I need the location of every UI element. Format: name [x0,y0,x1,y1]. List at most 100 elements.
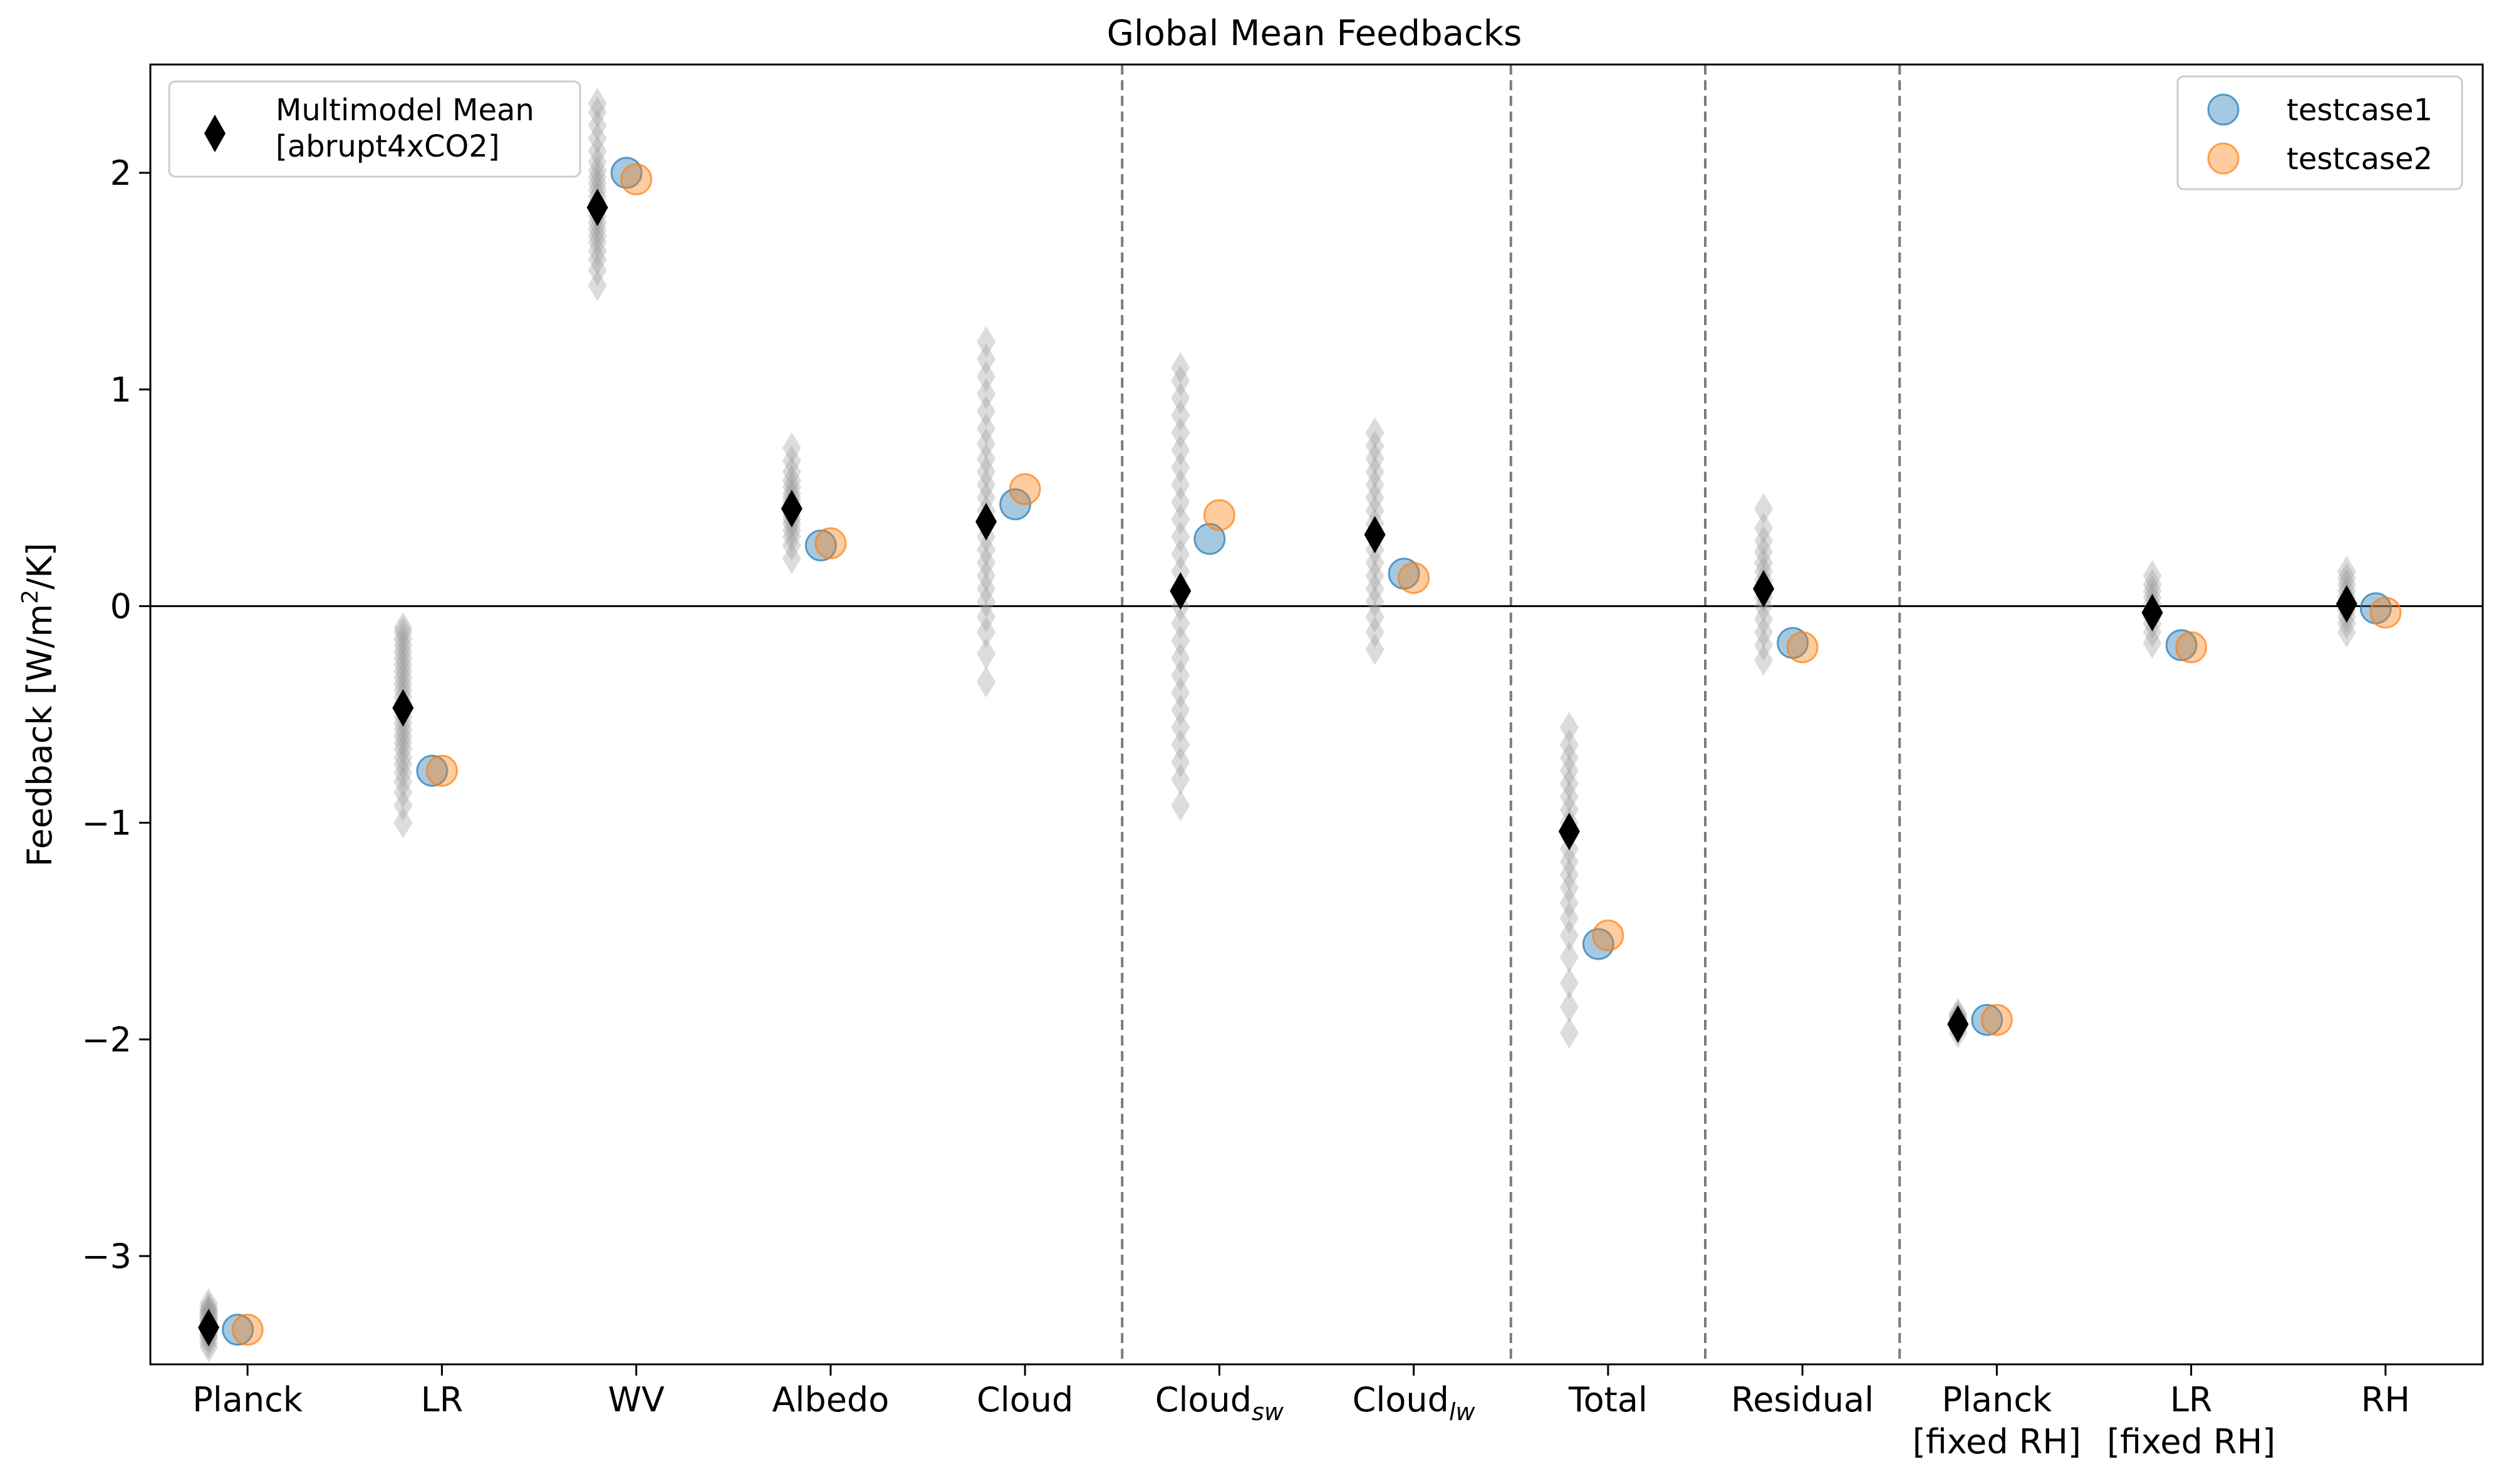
model-spread-point [588,226,607,258]
model-spread-point [977,601,996,633]
model-spread-point [977,560,996,592]
testcase2-point [1592,919,1624,952]
model-spread-point [1754,616,1774,648]
model-spread-point [1365,586,1385,618]
x-tick-label-main: Cloud [1353,1380,1449,1419]
x-tick-label-line2: [fixed RH] [1913,1422,2081,1461]
multimodel-mean-point [1947,1005,1969,1044]
model-spread-point [393,636,413,668]
x-tick-label: Planck [1941,1380,2052,1419]
model-spread-point [1171,556,1190,588]
model-spread-point [393,789,413,821]
model-spread-point [977,638,996,670]
model-spread-point [1365,495,1385,527]
model-spread-point [1754,645,1774,677]
y-tick-label: 2 [110,153,132,193]
model-spread-point [199,1331,219,1363]
model-spread-point [199,1288,219,1320]
model-spread-point [1171,469,1190,501]
x-tick-label-main: Residual [1731,1380,1874,1419]
x-tick-label: RH [2361,1380,2410,1419]
multimodel-mean-point [1170,572,1192,610]
model-spread-point [977,395,996,427]
plot-area [149,63,2484,1366]
model-spread-point [1365,417,1385,449]
model-spread-point [2143,560,2162,592]
model-spread-point [2337,569,2356,600]
x-tick-label: Albedo [772,1380,889,1419]
model-spread-point [1559,859,1579,891]
testcase2-point [2369,596,2402,629]
model-spread-point [1754,512,1774,544]
testcase2-point [425,754,458,787]
model-spread-point [1171,608,1190,640]
model-spread-point [977,547,996,579]
x-tick-label: Cloudlw [1353,1380,1476,1426]
model-spread-point [393,807,413,839]
model-spread-point [393,648,413,680]
model-spread-point [588,213,607,245]
model-spread-point [977,469,996,501]
x-tick-label: WV [608,1380,664,1419]
legend-marker-diamond [204,115,226,152]
model-spread-point [1559,712,1579,744]
model-spread-point [1171,382,1190,414]
model-spread-point [977,573,996,604]
model-spread-point [977,413,996,444]
model-spread-point [1171,538,1190,570]
x-tick-label-main: WV [608,1380,664,1419]
x-tick-label-main: RH [2361,1380,2410,1419]
model-spread-point [1365,601,1385,633]
model-spread-point [1171,504,1190,536]
model-spread-point [1365,469,1385,501]
model-spread-point [977,586,996,618]
x-tick-label-subscript: sw [1252,1398,1284,1426]
y-tick-label: −2 [81,1020,132,1059]
model-spread-point [588,269,607,301]
testcase2-point [1398,562,1430,594]
model-spread-point [977,666,996,698]
model-spread-point [2337,616,2356,648]
model-spread-point [393,765,413,797]
model-spread-point [1559,846,1579,878]
model-spread-point [1559,941,1579,973]
multimodel-mean-point [2335,585,2357,623]
model-spread-point [1171,764,1190,796]
model-spread-point [2143,575,2162,607]
multimodel-mean-point [1558,812,1580,851]
model-spread-point [1365,430,1385,462]
testcase2-point [1980,1004,2013,1036]
model-spread-point [782,465,801,496]
x-tick-label: Cloud [977,1380,1073,1419]
model-spread-point [393,629,413,661]
testcase1-point [2165,629,2198,662]
testcase1-point [222,1314,254,1346]
model-spread-point [1754,536,1774,568]
multimodel-mean-point [392,689,414,727]
model-spread-point [393,727,413,759]
y-tick-label: −3 [81,1237,132,1276]
model-spread-point [588,220,607,252]
y-tick-label: 0 [110,587,132,626]
x-tick-label: Planck [192,1380,303,1419]
model-spread-point [1559,742,1579,774]
testcase1-point [1582,928,1614,960]
model-spread-point [1171,365,1190,397]
model-spread-point [1365,443,1385,475]
model-spread-point [1365,633,1385,665]
x-tick-label-line2: [fixed RH] [2107,1422,2275,1461]
model-spread-point [588,168,607,200]
model-spread-point [1559,768,1579,800]
x-tick-label-main: LR [421,1380,464,1419]
x-tick-label: Total [1568,1380,1648,1419]
model-spread-point [2143,569,2162,600]
x-axis: Planck LR WV Albedo Cloud Cloud sw Cloudlw Total… [192,1364,2410,1461]
model-spread-point [1171,789,1190,821]
multimodel-mean-point [586,189,608,227]
model-spread-point [588,146,607,178]
model-spread-point [977,443,996,475]
y-axis-label: Feedback [W/m2/K] [18,542,60,866]
y-tick-label: −1 [81,803,132,843]
model-spread-point [782,432,801,464]
